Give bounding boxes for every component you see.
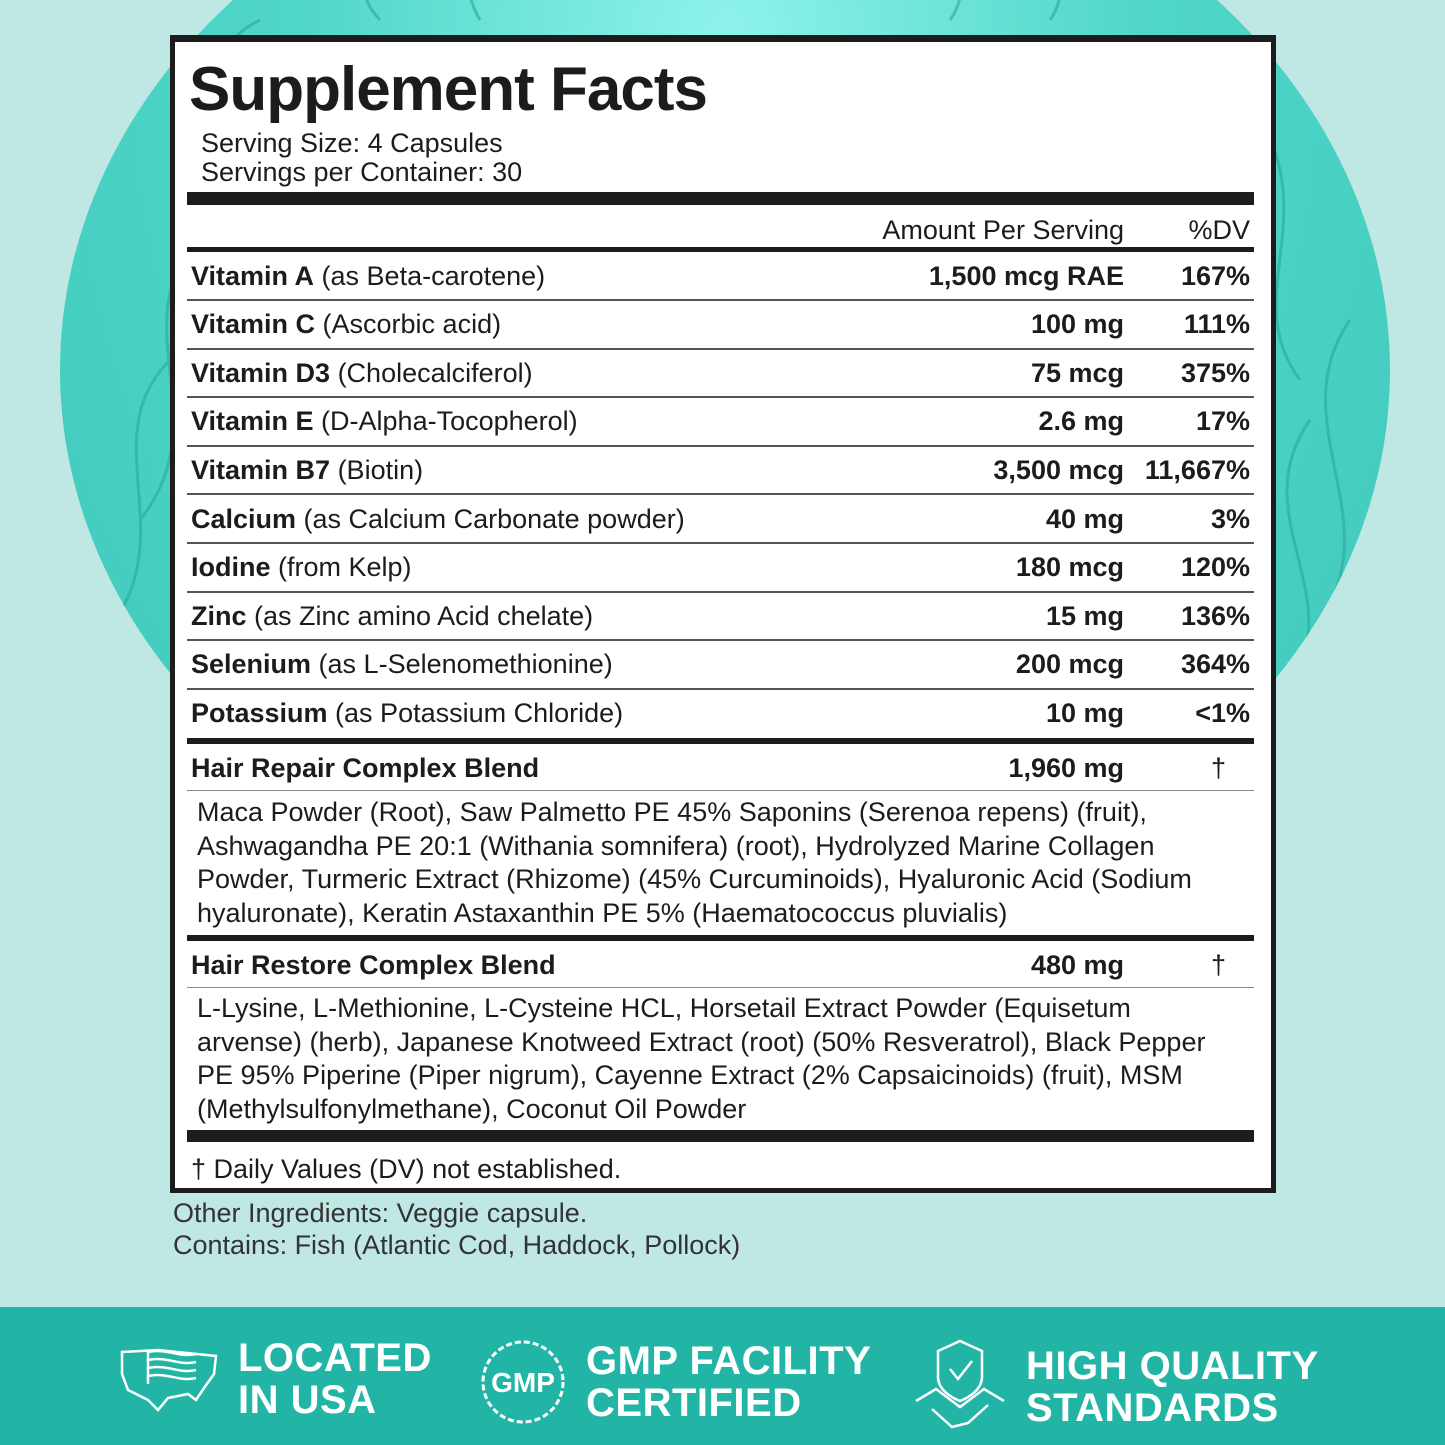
nutrient-row: Zinc (as Zinc amino Acid chelate) 15 mg 13… [187,592,1254,640]
badge-line2: CERTIFIED [586,1381,802,1425]
supplement-facts-panel: Supplement Facts Serving Size: 4 Capsule… [170,35,1276,1193]
divider [187,987,1254,988]
nutrient-row: Vitamin E (D-Alpha-Tocopherol) 2.6 mg 17% [187,398,1254,446]
badge-line2: IN USA [238,1378,377,1422]
nutrient-name: Zinc (as Zinc amino Acid chelate) [191,600,594,631]
divider [187,738,1254,744]
badge-gmp: GMP GMP FACILITY CERTIFIED [478,1337,871,1427]
divider [187,639,1254,642]
divider [187,935,1254,941]
blend-ingredients: L-Lysine, L-Methionine, L-Cysteine HCL, … [197,993,1206,1124]
divider [187,247,1254,252]
badge-line2: STANDARDS [1026,1386,1279,1430]
badge-located-usa: LOCATED IN USA [118,1337,432,1421]
nutrient-name: Vitamin A (as Beta-carotene) [191,260,546,291]
serving-size: Serving Size: 4 Capsules [201,128,503,158]
nutrient-amount: 1,500 mcg RAE [928,260,1124,291]
nutrient-dv: 375% [1180,357,1250,388]
nutrient-dv: 11,667% [1144,454,1250,485]
shield-handshake-icon [915,1339,1005,1429]
nutrient-dv: 136% [1180,600,1250,631]
nutrient-dv: 167% [1180,260,1250,291]
nutrient-amount: 10 mg [1045,697,1124,728]
blend-row: Hair Repair Complex Blend 1,960 mg † [187,744,1254,792]
nutrient-name: Selenium (as L-Selenomethionine) [191,649,613,680]
blend-ingredients: Maca Powder (Root), Saw Palmetto PE 45% … [197,797,1192,928]
divider [187,396,1254,399]
nutrient-amount: 40 mg [1045,503,1124,534]
nutrient-amount: 75 mcg [1030,357,1124,388]
nutrient-row: Vitamin A (as Beta-carotene) 1,500 mcg RA… [187,252,1254,300]
panel-title: Supplement Facts [189,55,708,124]
other-ingredients: Other Ingredients: Veggie capsule. [173,1198,588,1228]
badge-quality: HIGH QUALITY STANDARDS [912,1337,1319,1437]
nutrient-row: Selenium (as L-Selenomethionine) 200 mcg 3… [187,641,1254,689]
nutrient-row: Vitamin C (Ascorbic acid) 100 mg 111% [187,301,1254,349]
allergen-statement: Contains: Fish (Atlantic Cod, Haddock, P… [173,1230,741,1260]
nutrient-row: Iodine (from Kelp) 180 mcg 120% [187,544,1254,592]
nutrient-name: Vitamin B7 (Biotin) [191,454,424,485]
dv-header: %DV [1188,214,1250,245]
nutrient-amount: 100 mg [1030,309,1124,340]
blend-row: Hair Restore Complex Blend 480 mg † [187,941,1254,989]
divider-thick [187,192,1254,205]
badge-line1: GMP FACILITY [586,1339,872,1383]
nutrient-name: Vitamin C (Ascorbic acid) [191,309,502,340]
blend-dv: † [1210,752,1226,783]
nutrient-name: Iodine (from Kelp) [191,552,412,583]
divider [187,542,1254,544]
nutrient-row: Vitamin B7 (Biotin) 3,500 mcg 11,667% [187,446,1254,494]
nutrient-dv: <1% [1195,697,1250,728]
divider [187,444,1254,447]
blend-dv: † [1210,949,1226,980]
blend-name: Hair Restore Complex Blend [191,949,556,980]
nutrient-dv: 3% [1210,503,1250,534]
nutrient-name: Vitamin D3 (Cholecalciferol) [191,357,533,388]
nutrient-dv: 111% [1183,309,1250,340]
nutrient-row: Potassium (as Potassium Chloride) 10 mg <1… [187,689,1254,737]
divider-thick [187,1130,1254,1142]
nutrient-name: Potassium (as Potassium Chloride) [191,697,624,728]
gmp-seal-icon: GMP [481,1340,565,1424]
nutrient-amount: 200 mcg [1015,649,1124,680]
nutrient-amount: 2.6 mg [1038,406,1124,437]
trust-badges-band: LOCATED IN USA GMP GMP FACILITY CERTIFIED … [0,1307,1445,1445]
nutrient-dv: 364% [1180,649,1250,680]
blend-amount: 480 mg [1030,949,1124,980]
nutrient-amount: 180 mcg [1015,552,1124,583]
divider [187,493,1254,496]
nutrient-dv: 17% [1195,406,1250,437]
divider [187,790,1254,791]
nutrient-amount: 3,500 mcg [993,454,1124,485]
divider [187,347,1254,350]
blend-amount: 1,960 mg [1008,752,1124,783]
divider [187,590,1254,593]
nutrient-row: Vitamin D3 (Cholecalciferol) 75 mcg 375% [187,349,1254,397]
gmp-seal-text: GMP [491,1367,555,1398]
divider [187,687,1254,690]
nutrient-name: Vitamin E (D-Alpha-Tocopherol) [191,406,578,437]
servings-per-container: Servings per Container: 30 [201,157,523,187]
badge-line1: HIGH QUALITY [1026,1344,1319,1388]
footnote: † Daily Values (DV) not established. [191,1154,622,1184]
blend-name: Hair Repair Complex Blend [191,752,540,783]
column-header: Amount Per Serving %DV [187,206,1254,254]
badge-line1: LOCATED [238,1336,432,1380]
amount-header: Amount Per Serving [882,214,1124,245]
nutrient-name: Calcium (as Calcium Carbonate powder) [191,503,685,534]
nutrient-dv: 120% [1180,552,1250,583]
divider [187,299,1254,301]
nutrient-row: Calcium (as Calcium Carbonate powder) 40 … [187,495,1254,543]
usa-map-flag-icon [120,1348,218,1412]
nutrient-amount: 15 mg [1045,600,1124,631]
